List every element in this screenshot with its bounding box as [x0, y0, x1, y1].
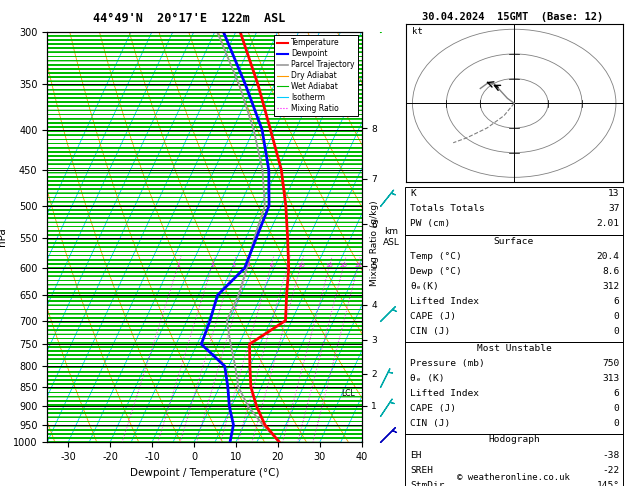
Text: © weatheronline.co.uk: © weatheronline.co.uk — [457, 473, 571, 482]
Text: Mixing Ratio (g/kg): Mixing Ratio (g/kg) — [370, 200, 379, 286]
Text: Dewp (°C): Dewp (°C) — [410, 267, 462, 276]
Text: θₑ (K): θₑ (K) — [410, 374, 445, 383]
Text: kt: kt — [413, 27, 423, 36]
Text: 4: 4 — [247, 262, 250, 268]
Text: 20.4: 20.4 — [596, 252, 620, 261]
Text: Most Unstable: Most Unstable — [477, 344, 551, 353]
Text: 6: 6 — [269, 262, 273, 268]
Text: 145°: 145° — [596, 481, 620, 486]
Text: 2: 2 — [210, 262, 214, 268]
X-axis label: Dewpoint / Temperature (°C): Dewpoint / Temperature (°C) — [130, 468, 279, 478]
Text: 312: 312 — [603, 282, 620, 291]
Text: 2.01: 2.01 — [596, 219, 620, 228]
Text: 44°49'N  20°17'E  122m  ASL: 44°49'N 20°17'E 122m ASL — [92, 12, 285, 25]
Text: Surface: Surface — [494, 237, 534, 246]
Text: 16: 16 — [326, 262, 333, 268]
Text: 8: 8 — [286, 262, 289, 268]
Legend: Temperature, Dewpoint, Parcel Trajectory, Dry Adiabat, Wet Adiabat, Isotherm, Mi: Temperature, Dewpoint, Parcel Trajectory… — [274, 35, 358, 116]
Text: -38: -38 — [603, 451, 620, 460]
Text: 1: 1 — [176, 262, 180, 268]
Text: Pressure (mb): Pressure (mb) — [410, 359, 485, 368]
Text: 6: 6 — [614, 389, 620, 398]
Y-axis label: km
ASL: km ASL — [382, 227, 399, 246]
Text: PW (cm): PW (cm) — [410, 219, 450, 228]
Text: 30.04.2024  15GMT  (Base: 12): 30.04.2024 15GMT (Base: 12) — [422, 12, 603, 22]
Text: 0: 0 — [614, 312, 620, 321]
Text: CIN (J): CIN (J) — [410, 327, 450, 336]
Text: 6: 6 — [614, 297, 620, 306]
Y-axis label: hPa: hPa — [0, 227, 8, 246]
Text: SREH: SREH — [410, 466, 433, 475]
Text: Hodograph: Hodograph — [488, 435, 540, 445]
Text: Temp (°C): Temp (°C) — [410, 252, 462, 261]
Text: StmDir: StmDir — [410, 481, 445, 486]
Text: 750: 750 — [603, 359, 620, 368]
Text: 20: 20 — [340, 262, 348, 268]
Text: LCL: LCL — [342, 389, 355, 399]
Text: 25: 25 — [354, 262, 362, 268]
Text: 13: 13 — [608, 189, 620, 198]
Text: CAPE (J): CAPE (J) — [410, 404, 456, 413]
Text: 0: 0 — [614, 327, 620, 336]
Text: 0: 0 — [614, 419, 620, 428]
Text: 3: 3 — [231, 262, 235, 268]
Text: 37: 37 — [608, 204, 620, 213]
Text: 313: 313 — [603, 374, 620, 383]
Text: CIN (J): CIN (J) — [410, 419, 450, 428]
Text: EH: EH — [410, 451, 421, 460]
Text: θₑ(K): θₑ(K) — [410, 282, 439, 291]
Text: K: K — [410, 189, 416, 198]
Text: 8.6: 8.6 — [603, 267, 620, 276]
Text: CAPE (J): CAPE (J) — [410, 312, 456, 321]
Text: Lifted Index: Lifted Index — [410, 297, 479, 306]
Text: Lifted Index: Lifted Index — [410, 389, 479, 398]
Text: -22: -22 — [603, 466, 620, 475]
Text: 0: 0 — [614, 404, 620, 413]
Text: Totals Totals: Totals Totals — [410, 204, 485, 213]
Text: 10: 10 — [297, 262, 305, 268]
